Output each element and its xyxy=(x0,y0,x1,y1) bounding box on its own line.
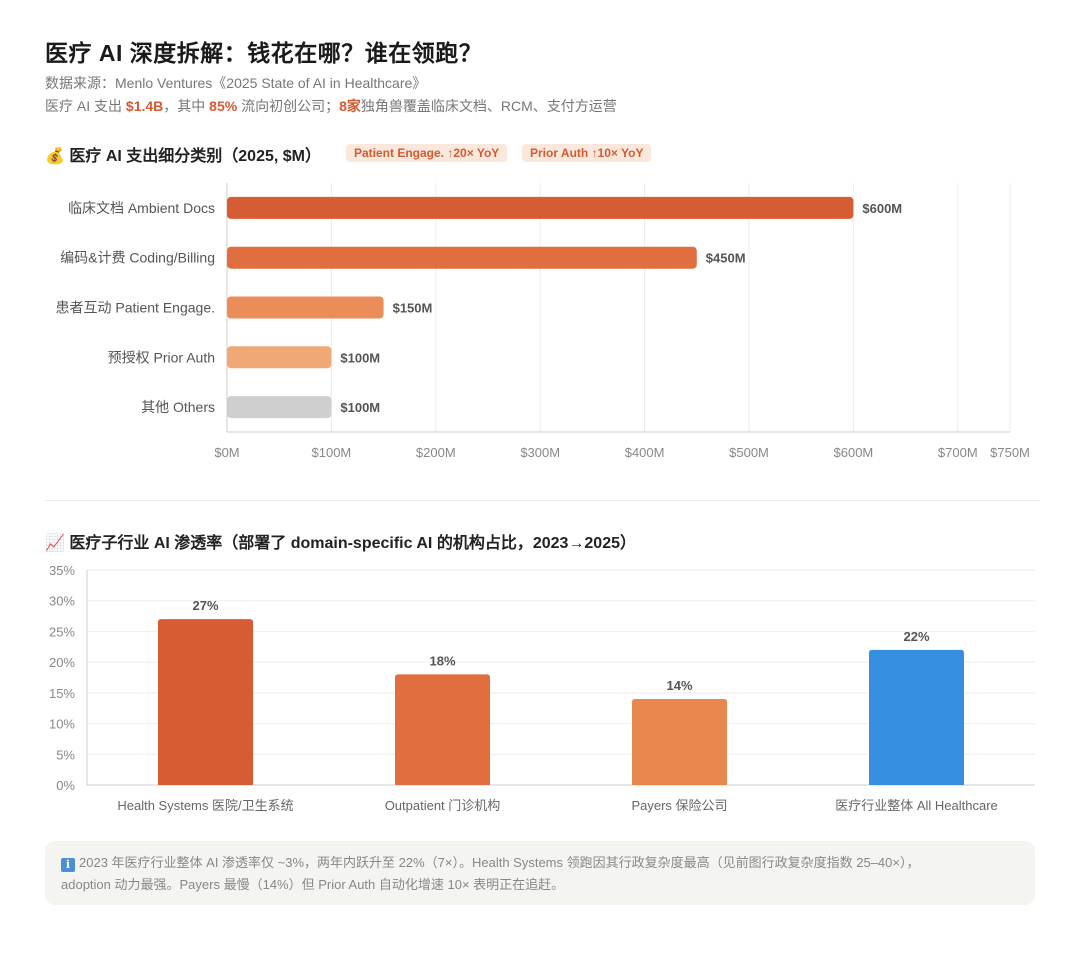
value-label: $100M xyxy=(340,350,380,365)
x-tick-label: $0M xyxy=(214,445,239,460)
x-tick-label: $100M xyxy=(312,445,352,460)
x-tick-label: $200M xyxy=(416,445,456,460)
category-label: 预授权 Prior Auth xyxy=(108,349,215,365)
y-tick-label: 0% xyxy=(56,778,75,793)
info-icon: i xyxy=(61,858,75,872)
spend-section-title: 💰 医疗 AI 支出细分类别（2025, $M） xyxy=(45,142,321,166)
summary-unicorn-count: 8家 xyxy=(339,98,361,114)
summary-text-2: ，其中 xyxy=(163,98,210,114)
money-bag-icon: 💰 xyxy=(45,148,65,165)
summary-text-3: 流向初创公司； xyxy=(237,98,340,114)
value-label: $100M xyxy=(340,400,380,415)
note-line-1: 2023 年医疗行业整体 AI 渗透率仅 ~3%，两年内跃升至 22%（7×）。… xyxy=(79,855,920,870)
x-tick-label: $300M xyxy=(520,445,560,460)
bar xyxy=(227,246,697,269)
summary-startup-share: 85% xyxy=(209,98,238,114)
value-label: $450M xyxy=(706,251,746,266)
summary-line: 医疗 AI 支出 $1.4B，其中 85% 流向初创公司；8家独角兽覆盖临床文档… xyxy=(45,96,617,116)
y-tick-label: 30% xyxy=(49,594,75,609)
badge-patient-engage: Patient Engage. ↑20× YoY xyxy=(346,144,508,162)
category-label: 患者互动 Patient Engage. xyxy=(55,300,215,316)
x-tick-label: $400M xyxy=(625,445,665,460)
badge-prior-auth: Prior Auth ↑10× YoY xyxy=(522,144,652,162)
spend-section-title-text: 医疗 AI 支出细分类别（2025, $M） xyxy=(69,148,321,165)
category-label: 医疗行业整体 All Healthcare xyxy=(835,798,998,813)
note-line-2: adoption 动力最强。Payers 最慢（14%）但 Prior Auth… xyxy=(61,877,565,892)
category-label: 编码&计费 Coding/Billing xyxy=(60,250,215,266)
category-label: 临床文档 Ambient Docs xyxy=(68,200,215,216)
category-label: Health Systems 医院/卫生系统 xyxy=(117,798,293,813)
category-label: 其他 Others xyxy=(141,399,215,415)
bar xyxy=(395,674,490,785)
category-label: Payers 保险公司 xyxy=(631,798,727,813)
bar xyxy=(227,196,854,219)
x-tick-label: $500M xyxy=(729,445,769,460)
y-tick-label: 20% xyxy=(49,655,75,670)
section-divider xyxy=(45,500,1040,501)
summary-spend-value: $1.4B xyxy=(125,98,164,114)
y-tick-label: 15% xyxy=(49,686,75,701)
penetration-bar-chart: 0% 5% 10% 15% 20% 25% 30% 35% 27% Health Systems … xyxy=(49,563,1035,813)
value-label: 22% xyxy=(903,629,929,644)
y-tick-label: 10% xyxy=(49,717,75,732)
penetration-section-title-text: 医疗子行业 AI 渗透率（部署了 domain-specific AI 的机构占… xyxy=(69,535,637,552)
bar xyxy=(227,296,384,319)
chart-increasing-icon: 📈 xyxy=(45,535,65,552)
page-title: 医疗 AI 深度拆解：钱花在哪？谁在领跑？ xyxy=(45,40,483,66)
x-tick-label: $700M xyxy=(938,445,978,460)
bar xyxy=(227,346,332,369)
category-label: Outpatient 门诊机构 xyxy=(385,798,501,813)
x-tick-label: $600M xyxy=(834,445,874,460)
spend-bar-chart: $0M $100M $200M $300M $400M $500M $600M $700M $7… xyxy=(55,183,1030,460)
value-label: 27% xyxy=(192,598,218,613)
value-label: $600M xyxy=(862,201,902,216)
y-tick-label: 35% xyxy=(49,563,75,578)
bar xyxy=(158,619,253,785)
value-label: $150M xyxy=(393,301,433,316)
bar xyxy=(227,396,332,419)
data-source: 数据来源：Menlo Ventures《2025 State of AI in … xyxy=(45,75,427,91)
x-tick-label: $750M xyxy=(990,445,1030,460)
summary-text-1: 医疗 AI 支出 xyxy=(45,98,126,114)
y-tick-label: 25% xyxy=(49,624,75,639)
y-tick-label: 5% xyxy=(56,747,75,762)
bar xyxy=(632,699,727,785)
bar xyxy=(869,649,964,785)
insight-note: i 2023 年医疗行业整体 AI 渗透率仅 ~3%，两年内跃升至 22%（7×）… xyxy=(45,841,1035,905)
summary-text-4: 独角兽覆盖临床文档、RCM、支付方运营 xyxy=(360,98,617,114)
value-label: 14% xyxy=(666,678,692,693)
value-label: 18% xyxy=(429,653,455,668)
penetration-section-title: 📈 医疗子行业 AI 渗透率（部署了 domain-specific AI 的机… xyxy=(45,529,636,553)
